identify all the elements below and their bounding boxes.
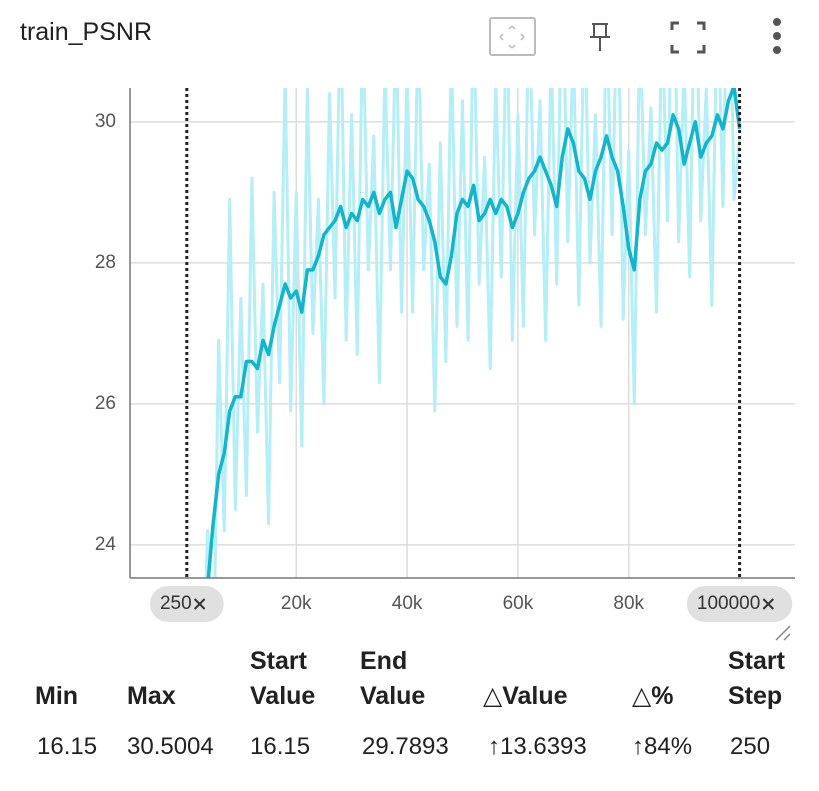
table-header: End Value	[360, 647, 426, 710]
chart: 250 100000 24 26 28 30 20k 40k 60k 80k	[95, 17, 795, 641]
fullscreen-button[interactable]	[670, 21, 706, 54]
range-chip[interactable]	[686, 586, 793, 622]
x-tick-label: 60k	[503, 593, 534, 614]
x-tick-label: 80k	[613, 593, 644, 614]
series-line	[204, 88, 742, 578]
table-header: Min	[35, 682, 79, 710]
toolbar	[489, 17, 781, 56]
y-tick-label: 30	[95, 111, 116, 132]
resize-handle[interactable]	[775, 625, 791, 641]
chart-title: train_PSNR	[20, 18, 152, 46]
table-header: Max	[127, 682, 176, 710]
table-header: Start Value	[250, 647, 316, 710]
range-chip[interactable]	[149, 586, 224, 622]
menu-button[interactable]	[773, 18, 781, 54]
table-cell: 16.15	[37, 733, 98, 760]
x-tick-label: 20k	[281, 593, 312, 614]
table-cell: 250	[730, 733, 771, 760]
x-tick-label: 40k	[392, 593, 423, 614]
range-chip-label: 250	[160, 593, 192, 614]
y-tick-label: 24	[95, 534, 117, 555]
table-cell: ↑13.6393	[488, 733, 587, 760]
table-cell: 29.7893	[362, 733, 449, 760]
range-chip-label: 100000	[697, 593, 760, 614]
table-header: Start Step	[728, 647, 785, 710]
table-header: △Value	[483, 682, 568, 710]
y-tick-label: 28	[95, 252, 116, 273]
table-header: △%	[632, 682, 674, 710]
table-cell: ↑84%	[632, 733, 693, 760]
pin-button[interactable]	[590, 23, 610, 51]
y-tick-label: 26	[95, 393, 116, 414]
table-cell: 30.5004	[127, 733, 214, 760]
series-line	[206, 88, 742, 578]
table-cell: 16.15	[250, 733, 311, 760]
range-chip-close[interactable]	[762, 598, 774, 610]
fit-domain-button[interactable]	[489, 17, 536, 56]
range-chip-close[interactable]	[193, 598, 206, 610]
